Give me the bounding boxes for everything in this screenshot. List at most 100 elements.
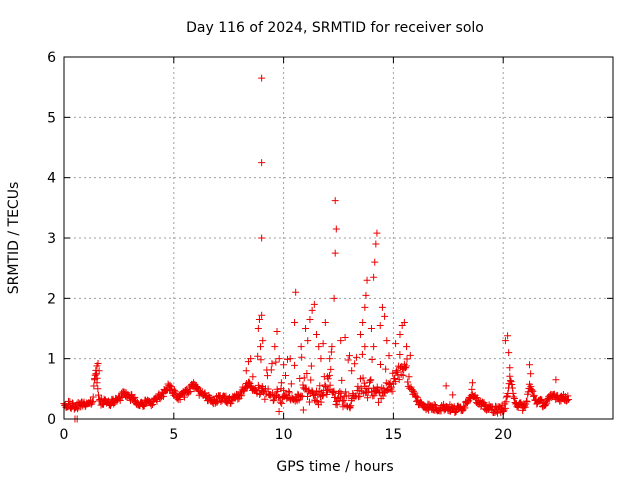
- data-point: [389, 369, 397, 377]
- data-point: [308, 306, 316, 314]
- axis-ticks: [63, 56, 613, 420]
- data-point: [140, 402, 148, 410]
- data-point: [276, 398, 284, 406]
- data-point: [364, 394, 372, 402]
- data-point: [348, 367, 356, 375]
- data-point: [270, 396, 278, 404]
- data-point: [376, 321, 384, 329]
- data-point: [329, 388, 337, 396]
- data-point: [375, 398, 383, 406]
- data-point: [356, 331, 364, 339]
- data-point: [106, 401, 114, 409]
- data-point: [347, 402, 355, 410]
- data-point: [367, 325, 375, 332]
- data-point: [295, 396, 303, 404]
- data-point: [298, 353, 306, 361]
- data-point: [278, 399, 286, 407]
- data-point: [254, 352, 262, 360]
- data-point: [359, 374, 367, 382]
- data-point: [381, 312, 389, 320]
- data-point: [273, 328, 281, 336]
- data-point: [247, 355, 255, 363]
- x-axis-label: GPS time / hours: [276, 459, 393, 475]
- data-point: [391, 378, 399, 386]
- data-point: [530, 391, 538, 399]
- data-point: [508, 381, 516, 389]
- data-point: [88, 399, 96, 407]
- data-point: [413, 393, 421, 401]
- data-point: [364, 388, 372, 396]
- data-point: [366, 377, 374, 385]
- data-point: [264, 385, 272, 393]
- data-point: [285, 389, 293, 397]
- y-tick-label: 4: [47, 171, 56, 187]
- data-point: [258, 74, 266, 82]
- data-point: [529, 387, 537, 395]
- data-point: [351, 360, 359, 368]
- data-point: [523, 398, 531, 406]
- data-point: [564, 392, 572, 400]
- data-point: [527, 383, 535, 391]
- data-point: [249, 373, 257, 381]
- x-tick-label: 10: [275, 427, 293, 443]
- data-point: [300, 374, 308, 382]
- data-point: [254, 325, 262, 332]
- data-point: [68, 399, 76, 407]
- data-point: [344, 356, 352, 364]
- data-point: [257, 356, 265, 364]
- data-point: [373, 229, 381, 237]
- data-point: [324, 373, 332, 381]
- data-point: [526, 361, 534, 369]
- data-point: [449, 404, 457, 412]
- data-point: [305, 386, 313, 394]
- data-point: [503, 393, 511, 401]
- data-point: [307, 362, 315, 370]
- data-point: [306, 315, 314, 323]
- data-point: [406, 351, 414, 359]
- data-point: [362, 291, 370, 299]
- data-point: [258, 159, 266, 167]
- data-point: [258, 234, 266, 242]
- data-point: [345, 403, 353, 411]
- data-point: [107, 402, 115, 410]
- y-tick-label: 3: [47, 231, 56, 247]
- data-point: [317, 398, 325, 406]
- data-point: [359, 318, 367, 326]
- data-point: [393, 368, 401, 376]
- data-point: [327, 365, 335, 373]
- data-point: [528, 387, 536, 395]
- data-point: [521, 403, 529, 411]
- data-point: [286, 355, 294, 363]
- data-point: [275, 407, 283, 415]
- data-point: [460, 402, 468, 410]
- chart-grid: [64, 57, 613, 419]
- data-point: [269, 397, 277, 405]
- data-point: [402, 362, 410, 370]
- data-point: [180, 393, 188, 401]
- data-point: [245, 378, 253, 386]
- data-point: [277, 379, 285, 387]
- data-point: [504, 332, 512, 340]
- data-point: [336, 393, 344, 401]
- data-point: [147, 402, 155, 410]
- data-point: [396, 331, 404, 339]
- data-point: [510, 395, 518, 403]
- data-point: [291, 361, 299, 369]
- data-point: [395, 376, 403, 384]
- data-point: [507, 378, 515, 386]
- data-point: [358, 350, 366, 358]
- data-point: [317, 355, 325, 363]
- x-tick-label: 20: [494, 427, 512, 443]
- data-point: [329, 389, 337, 397]
- data-point: [399, 371, 407, 379]
- data-point: [172, 388, 180, 396]
- data-point: [312, 397, 320, 405]
- data-point: [527, 370, 535, 378]
- data-point: [494, 409, 502, 417]
- data-point: [383, 337, 391, 345]
- data-point: [321, 318, 329, 326]
- data-point: [337, 337, 345, 345]
- data-point: [382, 365, 390, 373]
- data-point: [564, 395, 572, 403]
